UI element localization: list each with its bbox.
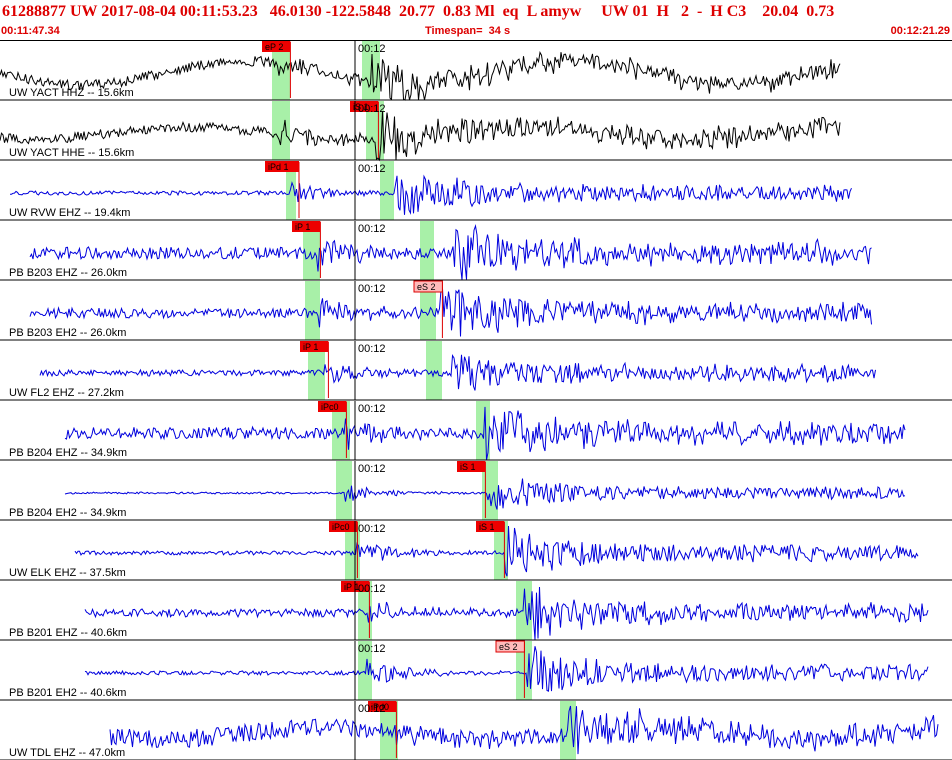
pick-label[interactable]: iP 1	[295, 222, 310, 232]
pick-label-box[interactable]	[495, 640, 525, 653]
s-window-band	[420, 281, 436, 340]
time-tick-label: 00:12	[358, 703, 386, 715]
pick-label-box[interactable]	[350, 101, 379, 112]
event-header: 61288877 UW 2017-08-04 00:11:53.23 46.01…	[0, 0, 952, 40]
pick-label-box[interactable]	[413, 280, 443, 293]
station-label: UW FL2 EHZ -- 27.2km	[9, 387, 124, 399]
station-label: PB B201 EHZ -- 40.6km	[9, 627, 127, 639]
pick-label[interactable]: eP 2	[265, 42, 283, 52]
s-window-band	[420, 221, 434, 280]
pick-label[interactable]: iP 1	[344, 582, 359, 592]
station-label: PB B203 EH2 -- 26.0km	[9, 327, 126, 339]
time-tick-label: 00:12	[358, 163, 386, 175]
waveform-trace	[29, 224, 872, 281]
p-window-band	[358, 581, 372, 640]
waveform-trace	[29, 287, 872, 337]
p-window-band	[380, 701, 398, 760]
p-window-band	[272, 41, 290, 100]
event-summary-title: 61288877 UW 2017-08-04 00:11:53.23 46.01…	[2, 3, 835, 20]
pick-label-box[interactable]	[368, 701, 397, 712]
s-window-band	[380, 161, 394, 220]
p-window-band	[272, 101, 290, 160]
time-tick-label: 00:12	[358, 43, 386, 55]
p-window-band	[286, 161, 296, 220]
pick-label-box[interactable]	[476, 521, 505, 532]
p-window-band	[345, 521, 360, 580]
time-tick-label: 00:12	[358, 463, 386, 475]
waveform-trace	[74, 525, 919, 577]
station-label: PB B204 EHZ -- 34.9km	[9, 447, 127, 459]
pick-label-box[interactable]	[457, 461, 486, 472]
waveform-trace	[84, 586, 929, 640]
pick-label-box[interactable]	[262, 41, 291, 52]
time-tick-label: 00:12	[358, 283, 386, 295]
pick-label[interactable]: iPc0	[321, 402, 339, 412]
p-window-band	[332, 401, 350, 460]
pick-label[interactable]: iS 1	[460, 462, 476, 472]
pick-label[interactable]: iPc0	[332, 522, 350, 532]
time-tick-label: 00:12	[358, 223, 386, 235]
p-window-band	[336, 461, 352, 520]
pick-label[interactable]: eS 2	[417, 282, 436, 292]
pick-label[interactable]: iS 1	[353, 102, 369, 112]
station-label: UW TDL EHZ -- 47.0km	[9, 747, 125, 759]
time-tick-label: 00:12	[358, 343, 386, 355]
waveform-trace	[64, 406, 906, 461]
pick-label[interactable]: eS 2	[499, 642, 518, 652]
p-window-band	[303, 221, 320, 280]
s-window-band	[516, 581, 532, 640]
station-label: PB B201 EH2 -- 40.6km	[9, 687, 126, 699]
pick-label-box[interactable]	[300, 341, 329, 352]
p-window-band	[308, 341, 325, 400]
time-tick-label: 00:12	[358, 523, 386, 535]
s-window-band	[560, 701, 576, 760]
waveform-trace	[0, 111, 841, 162]
waveform-trace	[84, 646, 929, 692]
end-time-label: 00:12:21.29	[890, 25, 950, 37]
start-time-label: 00:11:47.34	[1, 25, 60, 37]
time-tick-label: 00:12	[358, 103, 386, 115]
station-label: UW YACT HHZ -- 15.6km	[9, 87, 134, 99]
p-window-band	[358, 641, 372, 700]
waveform-trace	[10, 174, 852, 215]
pick-label-box[interactable]	[265, 161, 299, 172]
pick-label-box[interactable]	[292, 221, 321, 232]
pick-label-box[interactable]	[318, 401, 347, 412]
station-label: PB B204 EH2 -- 34.9km	[9, 507, 126, 519]
station-label: UW ELK EHZ -- 37.5km	[9, 567, 126, 579]
s-window-band	[366, 101, 384, 160]
pick-label[interactable]: iPd 1	[268, 162, 289, 172]
s-window-band	[426, 341, 442, 400]
timespan-label: Timespan= 34 s	[425, 25, 511, 37]
p-window-band	[305, 281, 320, 340]
s-window-band	[482, 461, 498, 520]
station-label: UW YACT HHE -- 15.6km	[9, 147, 134, 159]
waveform-trace	[39, 353, 876, 391]
station-label: UW RVW EHZ -- 19.4km	[9, 207, 130, 219]
pick-label[interactable]: iP 1	[303, 342, 318, 352]
time-tick-label: 00:12	[358, 643, 386, 655]
pick-label-box[interactable]	[329, 521, 358, 532]
waveform-trace	[109, 705, 939, 755]
time-tick-label: 00:12	[358, 403, 386, 415]
time-tick-label: 00:12	[358, 583, 386, 595]
pick-label[interactable]: iS 1	[479, 522, 495, 532]
waveform-trace	[0, 51, 841, 101]
pick-label[interactable]: iPd0	[371, 702, 389, 712]
station-label: PB B203 EHZ -- 26.0km	[9, 267, 127, 279]
